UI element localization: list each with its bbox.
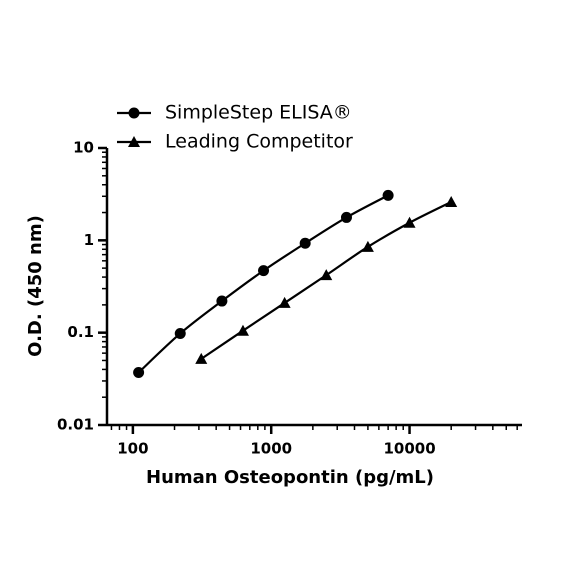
y-tick-label: 0.1 xyxy=(67,323,94,341)
data-point xyxy=(299,237,311,249)
x-tick-label: 100 xyxy=(117,440,148,458)
series-line xyxy=(137,194,389,374)
data-point xyxy=(340,211,352,223)
data-point xyxy=(382,189,394,201)
legend-label: SimpleStep ELISA® xyxy=(165,102,352,124)
y-tick-label: 1 xyxy=(84,231,94,249)
y-axis-title: O.D. (450 nm) xyxy=(25,215,46,357)
x-tick-label: 1000 xyxy=(250,440,292,458)
y-tick-label: 0.01 xyxy=(57,416,94,434)
data-point xyxy=(320,269,333,281)
data-point xyxy=(278,296,291,308)
data-point xyxy=(258,265,270,277)
data-point xyxy=(445,196,458,208)
legend-marker xyxy=(128,107,140,119)
data-point xyxy=(361,240,374,252)
data-point xyxy=(133,367,145,379)
data-point xyxy=(216,295,228,307)
data-point xyxy=(174,327,186,339)
legend-label: Leading Competitor xyxy=(165,131,353,153)
data-point xyxy=(403,216,416,228)
x-tick-label: 10000 xyxy=(383,440,435,458)
legend-marker xyxy=(128,136,140,147)
data-point xyxy=(236,324,249,336)
x-axis-title: Human Osteopontin (pg/mL) xyxy=(146,467,434,488)
data-point xyxy=(195,352,208,364)
y-tick-label: 10 xyxy=(73,139,94,157)
